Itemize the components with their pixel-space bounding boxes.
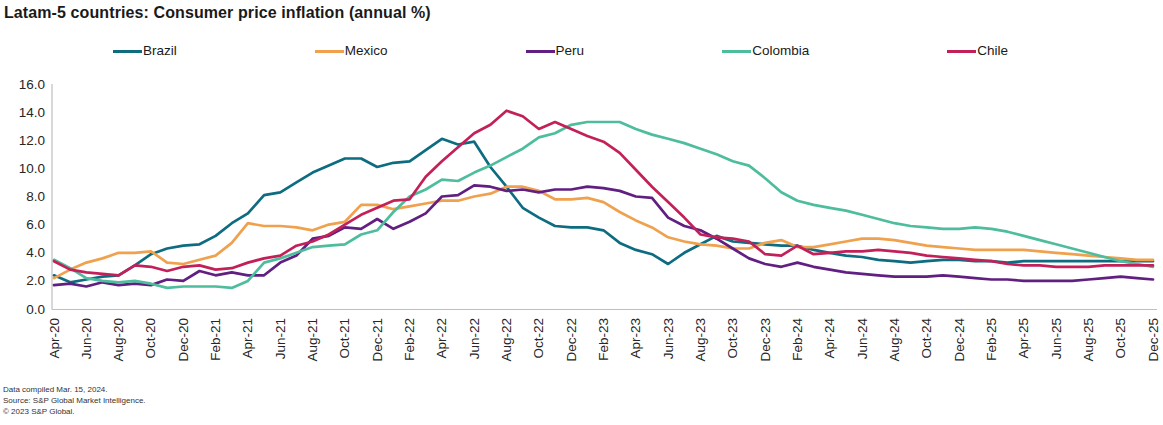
x-axis-label: Dec-24 <box>952 318 967 362</box>
x-axis-label: Dec-21 <box>370 318 385 362</box>
x-axis-label: Aug-23 <box>693 318 708 362</box>
x-axis-label: Jun-21 <box>273 318 288 359</box>
x-axis-label: Oct-23 <box>725 318 740 359</box>
series-line-peru <box>54 185 1153 286</box>
x-axis-label: Apr-20 <box>47 318 62 359</box>
x-axis-label: Apr-23 <box>628 318 643 359</box>
x-axis-label: Aug-22 <box>499 318 514 362</box>
series-line-colombia <box>54 122 1153 288</box>
x-axis-label: Aug-24 <box>887 318 902 362</box>
x-axis-label: Dec-25 <box>1146 318 1161 362</box>
x-axis-label: Jun-25 <box>1049 318 1064 359</box>
x-axis-label: Jun-20 <box>79 318 94 359</box>
x-axis-label: Dec-23 <box>758 318 773 362</box>
x-axis-label: Apr-24 <box>822 318 837 359</box>
x-axis-label: Aug-21 <box>305 318 320 362</box>
y-axis-label: 14.0 <box>19 105 45 120</box>
inflation-line-chart: 0.0 2.0 4.0 6.0 8.0 10.0 12.0 14.0 16.0 Apr-20 Jun… <box>0 0 1163 425</box>
chart-footnotes: Data compiled Mar. 15, 2024. Source: S&P… <box>3 384 146 417</box>
x-axis-label: Apr-22 <box>434 318 449 359</box>
x-axis-label: Aug-20 <box>111 318 126 362</box>
x-axis-label: Jun-24 <box>855 318 870 360</box>
x-axis-label: Dec-22 <box>564 318 579 362</box>
footnote-data-compiled: Data compiled Mar. 15, 2024. <box>3 384 146 395</box>
x-axis-label: Apr-25 <box>1016 318 1031 359</box>
x-axis-label: Oct-25 <box>1113 318 1128 359</box>
x-axis-label: Feb-21 <box>208 318 223 361</box>
y-axis-label: 2.0 <box>26 273 45 288</box>
y-axis-label: 10.0 <box>19 161 45 176</box>
y-axis-label: 6.0 <box>26 217 45 232</box>
x-axis-label: Aug-25 <box>1081 318 1096 362</box>
x-axis-label: Feb-23 <box>596 318 611 361</box>
y-axis-label: 0.0 <box>26 302 45 317</box>
x-axis-label: Jun-23 <box>661 318 676 359</box>
y-axis-label: 12.0 <box>19 133 45 148</box>
chart-container: Latam-5 countries: Consumer price inflat… <box>0 0 1163 425</box>
y-axis-label: 8.0 <box>26 189 45 204</box>
y-axis-label: 16.0 <box>19 77 45 92</box>
x-axis-label: Feb-22 <box>402 318 417 361</box>
x-axis-label: Dec-20 <box>176 318 191 362</box>
x-axis-label: Oct-20 <box>143 318 158 359</box>
footnote-copyright: © 2023 S&P Global. <box>3 406 146 417</box>
x-axis-label: Feb-24 <box>790 318 805 361</box>
x-axis-label: Feb-25 <box>984 318 999 361</box>
x-axis-label: Jun-22 <box>467 318 482 359</box>
x-axis-label: Apr-21 <box>240 318 255 359</box>
y-axis-label: 4.0 <box>26 245 45 260</box>
x-axis-label: Oct-24 <box>919 318 934 359</box>
x-axis-label: Oct-22 <box>531 318 546 359</box>
x-axis-label: Oct-21 <box>337 318 352 359</box>
footnote-source: Source: S&P Global Market Intelligence. <box>3 395 146 406</box>
